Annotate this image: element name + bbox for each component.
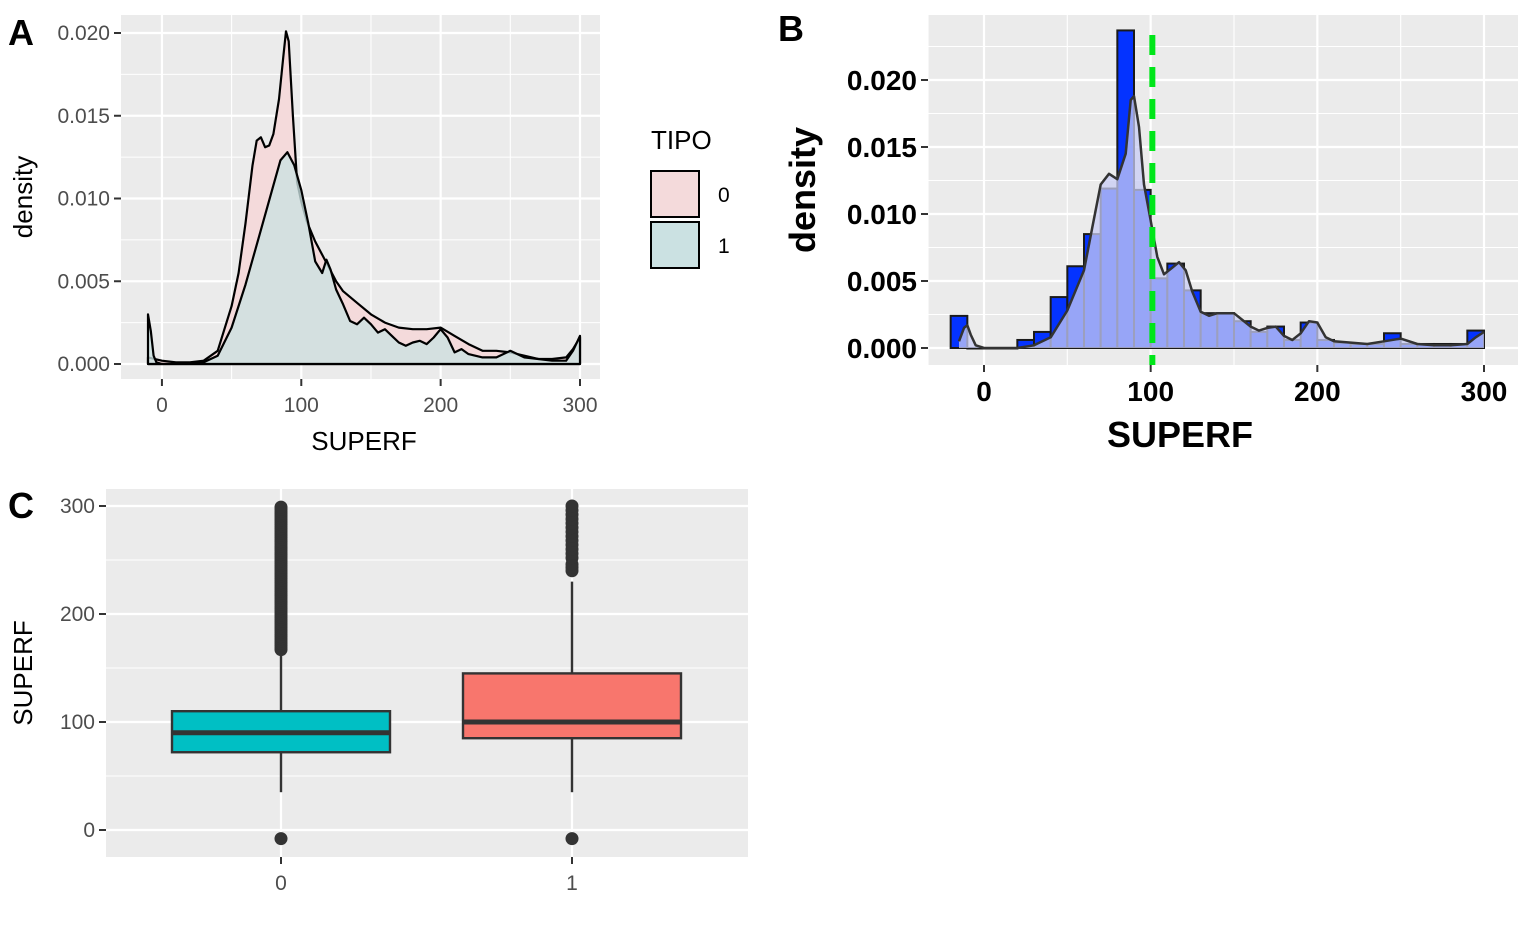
panel-a-y-tick-label: 0.015 [57, 105, 110, 128]
panel-b-y-tick-label: 0.020 [847, 65, 917, 96]
panel-c-x-tick-label: 1 [566, 872, 578, 895]
outlier-point [274, 832, 288, 846]
legend-label-1: 1 [718, 235, 730, 258]
outlier-point [565, 832, 579, 846]
legend-key-1 [650, 221, 700, 269]
legend-label-0: 0 [718, 184, 730, 207]
panel-c-axes: 0 100 200 300 0 1 [60, 495, 578, 895]
panel-b-y-tick-label: 0.000 [847, 333, 917, 364]
panel-a-y-tick-label: 0.010 [57, 188, 110, 211]
panel-a-tag: A [8, 12, 34, 53]
density-curve-area [959, 96, 1484, 348]
panel-b-x-tick-label: 300 [1461, 376, 1508, 407]
panel-a-x-tick-label: 0 [156, 394, 168, 417]
box-1 [461, 672, 683, 740]
outlier-point [274, 500, 288, 514]
panel-c-y-axis-title: SUPERF [8, 620, 38, 725]
panel-b-x-tick-label: 100 [1127, 376, 1174, 407]
panel-a-x-tick-label: 300 [562, 394, 597, 417]
outlier-point [565, 499, 579, 513]
panel-b-y-axis-title: density [782, 127, 823, 253]
panel-a-y-tick-label: 0.000 [57, 353, 110, 376]
panel-b-axes: 0 100 200 300 0.000 0.005 0.010 0.015 0.020 [847, 65, 1507, 407]
panel-b-background [928, 15, 1518, 365]
density-area-tipo-1 [146, 151, 582, 366]
legend-title: TIPO [651, 125, 712, 155]
panel-b-density-curve [957, 94, 1485, 350]
panel-a-axes: 0 100 200 300 0.000 0.005 0.010 0.015 0.020 [57, 22, 597, 417]
legend-key-0 [650, 170, 700, 218]
panel-c-tag: C [8, 485, 34, 526]
panel-b-y-tick-label: 0.005 [847, 266, 917, 297]
panel-b-x-axis-title: SUPERF [1107, 414, 1253, 455]
panel-c-y-tick-label: 0 [83, 819, 95, 842]
panel-a-y-tick-label: 0.020 [57, 22, 110, 45]
panel-a-x-axis-title: SUPERF [311, 426, 416, 456]
panel-a-x-tick-label: 200 [423, 394, 458, 417]
panel-b-x-tick-label: 200 [1294, 376, 1341, 407]
panel-a-density-areas [146, 30, 582, 366]
panel-a-y-tick-label: 0.005 [57, 270, 110, 293]
panel-c: C 0 100 200 300 0 1 SUPERF [8, 485, 748, 895]
panel-a: A 0 100 200 300 0.000 0.005 0.010 0.015 0.020 SU… [8, 12, 730, 456]
panel-b-x-tick-label: 0 [976, 376, 992, 407]
legend: TIPO 0 1 [650, 125, 730, 269]
panel-a-x-tick-label: 100 [284, 394, 319, 417]
panel-b-tag: B [778, 8, 804, 49]
density-curve-line [957, 94, 1485, 350]
panel-c-boxplots [170, 499, 683, 846]
panel-b: B 0 100 200 300 0.000 0.005 0.010 0.015 0.020 SU… [778, 8, 1518, 455]
panel-c-x-tick-label: 0 [275, 872, 287, 895]
panel-c-y-tick-label: 100 [60, 711, 95, 734]
panel-a-y-axis-title: density [8, 156, 38, 238]
panel-b-y-tick-label: 0.015 [847, 132, 917, 163]
panel-b-y-tick-label: 0.010 [847, 199, 917, 230]
panel-c-y-tick-label: 200 [60, 603, 95, 626]
panel-c-y-tick-label: 300 [60, 495, 95, 518]
